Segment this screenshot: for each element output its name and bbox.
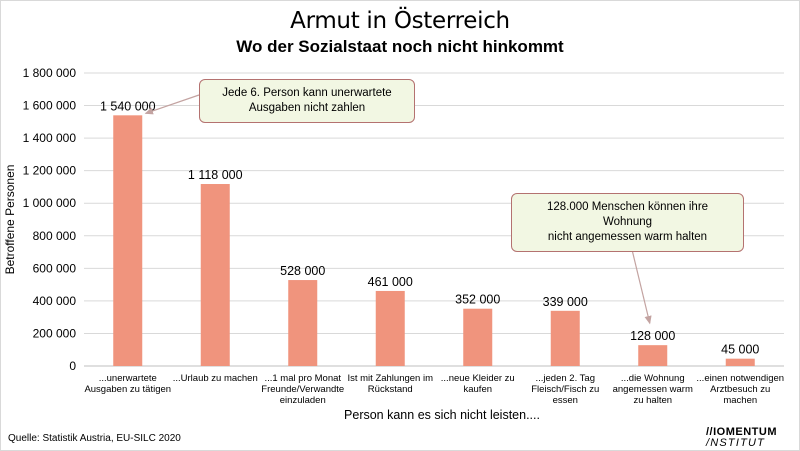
annotation-line: 128.000 Menschen können ihre Wohnung: [546, 201, 709, 228]
x-tick-label: ...neue Kleider zu kaufen: [441, 373, 515, 395]
x-tick-label-line: ...jeden 2. Tag: [535, 373, 595, 384]
annotation-pointer: [144, 94, 200, 115]
data-label: 45 000: [721, 343, 759, 357]
bar: [288, 280, 318, 366]
x-tick-label-line: kaufen: [463, 384, 492, 395]
source-note: Quelle: Statistik Austria, EU-SILC 2020: [8, 433, 181, 444]
y-tick-label: 200 000: [33, 326, 77, 340]
bar: [725, 358, 755, 366]
x-axis-title: Person kann es sich nicht leisten....: [344, 408, 540, 422]
x-tick-label-line: Rückstand: [368, 384, 413, 395]
data-label: 128 000: [630, 329, 675, 343]
x-tick-label-line: ...unerwartete: [99, 373, 157, 384]
data-label: 461 000: [368, 275, 413, 289]
x-tick-label-line: ...Urlaub zu machen: [173, 373, 258, 384]
x-tick-label-line: Ist mit Zahlungen im: [347, 373, 433, 384]
x-tick-label: ...Urlaub zu machen: [173, 373, 258, 384]
annotation-unexpected-expenses: Jede 6. Person kann unerwartete Ausgaben…: [199, 79, 415, 123]
chart-subtitle: Wo der Sozialstaat noch nicht hinkommt: [236, 37, 564, 56]
bar: [638, 345, 668, 366]
data-label: 1 540 000: [100, 99, 156, 113]
x-tick-label-line: Ausgaben zu tätigen: [84, 384, 171, 395]
annotation-line: Jede 6. Person kann unerwartete: [222, 87, 392, 99]
x-tick-label: ...1 mal pro Monat Freunde/Verwandte einzu…: [261, 373, 344, 406]
data-label: 1 118 000: [188, 168, 243, 182]
x-tick-label: Ist mit Zahlungen im Rückstand: [347, 373, 433, 395]
x-tick-label: ...jeden 2. Tag Fleisch/Fisch zu essen: [531, 373, 599, 406]
x-tick-label-line: ...neue Kleider zu: [441, 373, 515, 384]
logo-line-1: //IOMENTUM: [706, 426, 777, 438]
x-tick-label-line: Arztbesuch zu: [710, 384, 770, 395]
bar: [200, 184, 230, 366]
y-tick-label: 1 800 000: [23, 66, 77, 80]
x-tick-label-line: zu halten: [633, 395, 672, 406]
x-tick-label-line: angemessen warm: [613, 384, 693, 395]
y-tick-label: 1 600 000: [23, 99, 77, 113]
data-label: 339 000: [543, 295, 588, 309]
y-tick-label: 0: [69, 359, 76, 373]
bar: [375, 290, 405, 366]
y-tick-label: 1 200 000: [23, 164, 77, 178]
x-tick-label: ...einen notwendigen Arztbesuch zu machen: [696, 373, 784, 406]
logo-line-2: /NSTITUT: [706, 437, 766, 449]
x-tick-label-line: einzuladen: [280, 395, 326, 406]
bar: [550, 310, 580, 366]
x-tick-label-line: ...1 mal pro Monat: [264, 373, 341, 384]
x-tick-label-line: ...die Wohnung: [621, 373, 685, 384]
x-tick-label-line: ...einen notwendigen: [696, 373, 784, 384]
y-axis-title: Betroffene Personen: [3, 165, 17, 275]
annotation-line: Ausgaben nicht zahlen: [248, 102, 366, 114]
x-tick-label-line: Fleisch/Fisch zu: [531, 384, 599, 395]
bar: [463, 308, 493, 366]
annotation-heating: 128.000 Menschen können ihre Wohnung nic…: [511, 193, 744, 252]
x-tick-label: ...unerwartete Ausgaben zu tätigen: [84, 373, 171, 395]
bar: [113, 115, 143, 366]
x-tick-label-line: machen: [723, 395, 757, 406]
data-label: 528 000: [280, 264, 325, 278]
data-label: 352 000: [455, 293, 500, 307]
y-tick-label: 400 000: [33, 294, 77, 308]
y-tick-label: 1 400 000: [23, 131, 77, 145]
y-tick-label: 800 000: [33, 229, 77, 243]
x-tick-label: ...die Wohnung angemessen warm zu halten: [613, 373, 693, 406]
y-tick-label: 1 000 000: [23, 196, 77, 210]
chart-title: Armut in Österreich: [290, 8, 510, 34]
x-tick-label-line: essen: [553, 395, 578, 406]
x-tick-label-line: Freunde/Verwandte: [261, 384, 344, 395]
annotation-line: nicht angemessen warm halten: [547, 231, 708, 243]
y-tick-label: 600 000: [33, 261, 77, 275]
momentum-institut-logo: //IOMENTUM /NSTITUT: [706, 427, 796, 449]
